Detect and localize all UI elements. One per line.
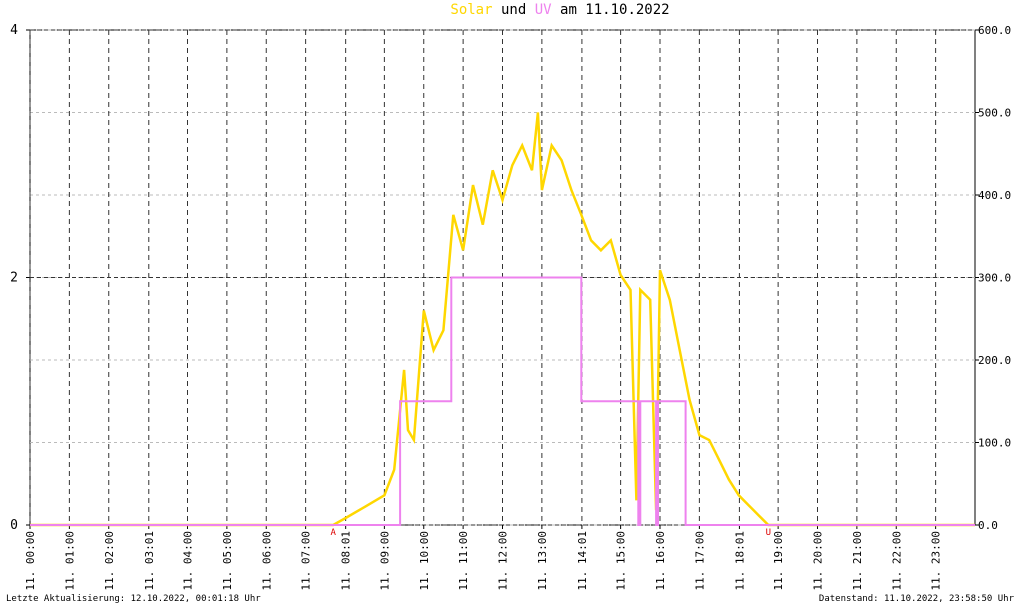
title-joiner: und: [501, 2, 526, 18]
y2-tick-label: 300.0: [978, 272, 1011, 285]
x-tick-label: 11. 11:00: [457, 531, 470, 591]
title-solar: Solar: [450, 2, 492, 18]
x-tick-label: 11. 04:00: [182, 531, 195, 591]
annotation: A: [330, 528, 336, 538]
x-tick-label: 11. 14:01: [576, 531, 589, 591]
x-tick-label: 11. 03:01: [143, 531, 156, 591]
footer-left: Letzte Aktualisierung: 12.10.2022, 00:01…: [6, 594, 261, 604]
x-tick-label: 11. 18:01: [733, 531, 746, 591]
x-tick-label: 11. 20:00: [812, 531, 825, 591]
x-tick-label: 11. 22:00: [890, 531, 903, 591]
x-tick-label: 11. 17:00: [693, 531, 706, 591]
series-line: [30, 112, 975, 527]
chart-title: Solar und UV am 11.10.2022: [450, 2, 669, 18]
x-tick-label: 11. 01:00: [63, 531, 76, 591]
x-tick-label: 11. 12:00: [497, 531, 510, 591]
x-tick-label: 11. 16:00: [654, 531, 667, 591]
x-tick-label: 11. 02:00: [103, 531, 116, 591]
x-tick-label: 11. 10:00: [418, 531, 431, 591]
y2-tick-label: 200.0: [978, 354, 1011, 367]
footer-right: Datenstand: 11.10.2022, 23:58:50 Uhr: [819, 594, 1015, 604]
x-tick-label: 11. 00:00: [24, 531, 37, 591]
x-tick-label: 11. 05:00: [221, 531, 234, 591]
x-tick-label: 11. 23:00: [930, 531, 943, 591]
x-tick-label: 11. 08:01: [340, 531, 353, 591]
y2-tick-label: 0.0: [978, 519, 998, 532]
y-tick-label: 0: [10, 518, 18, 533]
x-tick-label: 11. 06:00: [260, 531, 273, 591]
title-suffix: am 11.10.2022: [560, 2, 670, 18]
y-tick-label: 4: [10, 23, 18, 38]
x-tick-label: 11. 15:00: [615, 531, 628, 591]
annotation: U: [766, 528, 771, 538]
y2-tick-label: 600.0: [978, 24, 1011, 37]
y-tick-label: 2: [10, 271, 18, 286]
x-tick-label: 11. 07:00: [300, 531, 313, 591]
x-tick-label: 11. 13:00: [536, 531, 549, 591]
y2-tick-label: 500.0: [978, 107, 1011, 120]
x-tick-label: 11. 21:00: [851, 531, 864, 591]
y2-tick-label: 400.0: [978, 189, 1011, 202]
x-tick-label: 11. 09:00: [378, 531, 391, 591]
x-tick-label: 11. 19:00: [772, 531, 785, 591]
series-line: [30, 276, 975, 526]
title-uv: UV: [535, 2, 552, 18]
y2-tick-label: 100.0: [978, 437, 1011, 450]
